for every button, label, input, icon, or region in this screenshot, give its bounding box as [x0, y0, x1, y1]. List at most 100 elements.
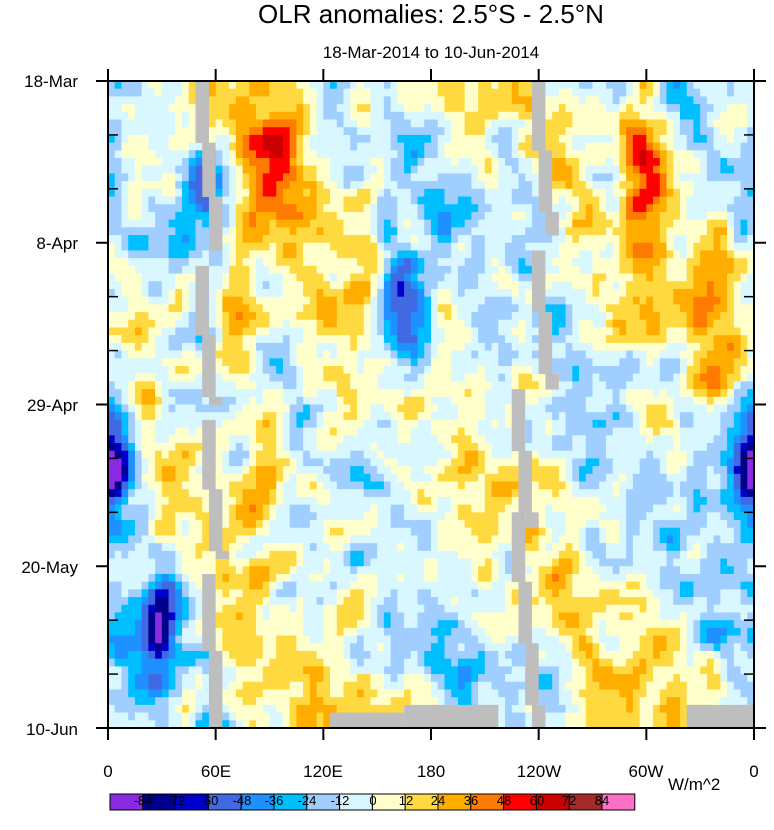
heatmap-cell: [256, 281, 264, 290]
heatmap-cell: [188, 389, 196, 398]
heatmap-cell: [182, 358, 190, 367]
heatmap-cell: [740, 335, 748, 344]
heatmap-cell: [182, 235, 190, 244]
heatmap-cell: [397, 335, 405, 344]
heatmap-cell: [545, 250, 553, 259]
heatmap-cell: [679, 127, 688, 136]
heatmap-cell: [457, 204, 466, 213]
heatmap-cell: [356, 304, 365, 313]
heatmap-cell: [296, 250, 304, 259]
heatmap-cell: [168, 381, 176, 390]
heatmap-cell: [417, 312, 425, 321]
heatmap-cell: [552, 281, 560, 290]
heatmap-cell: [303, 296, 311, 305]
heatmap-cell: [491, 443, 499, 452]
heatmap-cell: [585, 473, 593, 482]
heatmap-cell: [612, 296, 620, 305]
heatmap-cell: [222, 242, 230, 251]
heatmap-cell: [444, 150, 452, 159]
heatmap-cell: [444, 443, 452, 452]
heatmap-cell: [431, 396, 439, 405]
heatmap-cell: [175, 296, 183, 305]
heatmap-cell: [646, 389, 654, 398]
heatmap-cell: [377, 96, 385, 105]
heatmap-cell: [141, 466, 149, 475]
heatmap-cell: [175, 196, 183, 205]
heatmap-cell: [235, 435, 243, 444]
heatmap-cell: [356, 373, 365, 382]
heatmap-cell: [565, 335, 573, 344]
heatmap-cell: [303, 165, 311, 174]
heatmap-cell: [659, 219, 667, 228]
heatmap-cell: [397, 312, 405, 321]
heatmap-cell: [229, 281, 237, 290]
heatmap-cell: [242, 258, 250, 267]
heatmap-cell: [558, 242, 566, 251]
heatmap-cell: [505, 304, 513, 313]
heatmap-cell: [632, 119, 641, 128]
heatmap-cell: [356, 473, 365, 482]
heatmap-cell: [727, 134, 735, 144]
heatmap-cell: [437, 443, 445, 452]
heatmap-cell: [128, 211, 136, 221]
heatmap-cell: [579, 219, 587, 228]
heatmap-cell: [505, 412, 513, 421]
heatmap-cell: [498, 181, 506, 190]
heatmap-cell: [558, 319, 566, 328]
heatmap-cell: [599, 389, 607, 398]
heatmap-cell: [747, 412, 755, 421]
heatmap-cell: [673, 319, 681, 328]
heatmap-cell: [673, 150, 681, 159]
heatmap-cell: [511, 350, 519, 359]
heatmap-cell: [296, 96, 304, 105]
heatmap-cell: [673, 258, 681, 267]
heatmap-cell: [397, 96, 405, 105]
heatmap-cell: [585, 342, 593, 351]
heatmap-cell: [343, 327, 351, 336]
heatmap-cell: [437, 127, 445, 136]
heatmap-cell: [511, 211, 519, 221]
heatmap-cell: [679, 158, 688, 167]
heatmap-cell: [282, 342, 291, 351]
heatmap-cell: [619, 81, 627, 90]
heatmap-cell: [175, 88, 183, 97]
heatmap-cell: [531, 358, 540, 367]
heatmap-cell: [498, 458, 506, 467]
heatmap-cell: [457, 173, 466, 182]
heatmap-cell: [404, 342, 412, 351]
heatmap-cell: [397, 119, 405, 128]
heatmap-cell: [444, 242, 452, 251]
heatmap-cell: [276, 235, 284, 244]
heatmap-cell: [356, 273, 365, 282]
heatmap-cell: [666, 342, 674, 351]
heatmap-cell: [518, 358, 526, 367]
heatmap-cell: [478, 181, 486, 190]
heatmap-cell: [370, 173, 378, 182]
heatmap-cell: [215, 350, 223, 359]
heatmap-cell: [404, 335, 412, 344]
heatmap-cell: [242, 196, 250, 205]
heatmap-cell: [431, 435, 439, 444]
heatmap-cell: [269, 196, 277, 205]
heatmap-cell: [168, 473, 176, 482]
heatmap-cell: [397, 211, 405, 221]
heatmap-cell: [182, 450, 190, 459]
heatmap-cell: [222, 235, 230, 244]
heatmap-cell: [363, 111, 371, 120]
heatmap-cell: [377, 235, 385, 244]
heatmap-cell: [437, 342, 445, 351]
heatmap-cell: [706, 196, 715, 205]
heatmap-cell: [457, 342, 466, 351]
heatmap-cell: [579, 242, 587, 251]
heatmap-cell: [282, 81, 291, 90]
heatmap-cell: [282, 419, 291, 428]
heatmap-cell: [478, 142, 486, 151]
heatmap-cell: [114, 158, 122, 167]
heatmap-cell: [693, 96, 701, 105]
heatmap-cell: [599, 342, 607, 351]
heatmap-cell: [706, 473, 715, 482]
heatmap-cell: [572, 350, 580, 359]
heatmap-cell: [713, 258, 721, 267]
heatmap-cell: [693, 188, 701, 197]
heatmap-cell: [114, 419, 122, 428]
